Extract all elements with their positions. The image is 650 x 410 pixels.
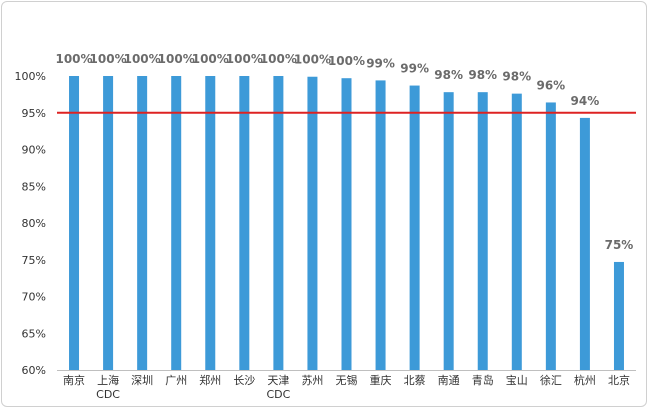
data-label: 98% xyxy=(502,70,531,84)
bar xyxy=(69,76,80,370)
x-tick-label: 上海 xyxy=(97,373,119,387)
y-tick-label: 100% xyxy=(15,70,46,83)
bar xyxy=(579,117,590,371)
bar xyxy=(239,76,250,370)
x-tick-label: 长沙 xyxy=(233,374,255,387)
data-label: 100% xyxy=(90,52,127,66)
bar xyxy=(443,92,454,371)
bars xyxy=(69,76,624,371)
y-tick-label: 75% xyxy=(22,254,46,267)
x-tick-label: 苏州 xyxy=(301,374,323,387)
x-tick-label: 重庆 xyxy=(370,373,392,387)
bar xyxy=(477,92,488,371)
x-tick-label: 北京 xyxy=(608,373,630,387)
data-label: 100% xyxy=(124,52,161,66)
bar xyxy=(171,76,182,370)
bar xyxy=(409,85,420,371)
data-label: 100% xyxy=(260,52,297,66)
bar xyxy=(545,102,556,371)
data-label: 100% xyxy=(55,52,92,66)
y-tick-label: 90% xyxy=(22,144,46,157)
x-tick-label: 无锡 xyxy=(336,373,358,387)
x-tick-label: CDC xyxy=(96,388,120,401)
data-label: 100% xyxy=(328,54,365,68)
bar xyxy=(375,80,386,370)
data-labels: 100%100%100%100%100%100%100%100%100% 99% 9… xyxy=(55,52,633,252)
bar xyxy=(103,76,114,370)
data-label: 96% xyxy=(536,78,565,92)
x-tick-label: 青岛 xyxy=(472,373,494,387)
x-tick-label: 广州 xyxy=(165,374,187,387)
y-tick-label: 95% xyxy=(22,107,46,120)
data-label: 75% xyxy=(605,238,634,252)
data-label: 99% xyxy=(366,56,395,70)
x-tick-label: 北蔡 xyxy=(404,374,426,387)
x-tick-label: 宝山 xyxy=(506,373,528,387)
y-tick-label: 80% xyxy=(22,217,46,230)
bar xyxy=(613,261,624,370)
y-tick-label: 60% xyxy=(22,364,46,377)
bar xyxy=(307,76,318,371)
x-tick-label: 南通 xyxy=(438,374,460,387)
x-tick-label: 天津 xyxy=(267,374,289,387)
x-tick-label: 徐汇 xyxy=(540,373,562,387)
data-label: 100% xyxy=(158,52,195,66)
x-tick-label: CDC xyxy=(266,388,290,401)
y-axis: 60% 65% 70% 75% 80% 85% 90% 95% 100% xyxy=(15,70,46,377)
y-tick-label: 65% xyxy=(22,327,46,340)
data-label: 94% xyxy=(571,94,600,108)
data-label: 100% xyxy=(294,53,331,67)
x-tick-label: 郑州 xyxy=(199,373,221,387)
bar xyxy=(205,76,216,370)
data-label: 98% xyxy=(434,68,463,82)
bar xyxy=(137,76,148,370)
x-tick-label: 杭州 xyxy=(574,373,596,387)
data-label: 100% xyxy=(226,52,263,66)
x-tick-label: 深圳 xyxy=(131,374,153,387)
data-label: 98% xyxy=(468,68,497,82)
x-tick-label: 南京 xyxy=(63,373,85,387)
bar xyxy=(511,93,522,370)
y-tick-label: 85% xyxy=(22,180,46,193)
bar xyxy=(273,76,284,370)
data-label: 100% xyxy=(192,52,229,66)
bar xyxy=(341,78,352,370)
data-label: 99% xyxy=(400,62,429,76)
y-tick-label: 70% xyxy=(22,291,46,304)
